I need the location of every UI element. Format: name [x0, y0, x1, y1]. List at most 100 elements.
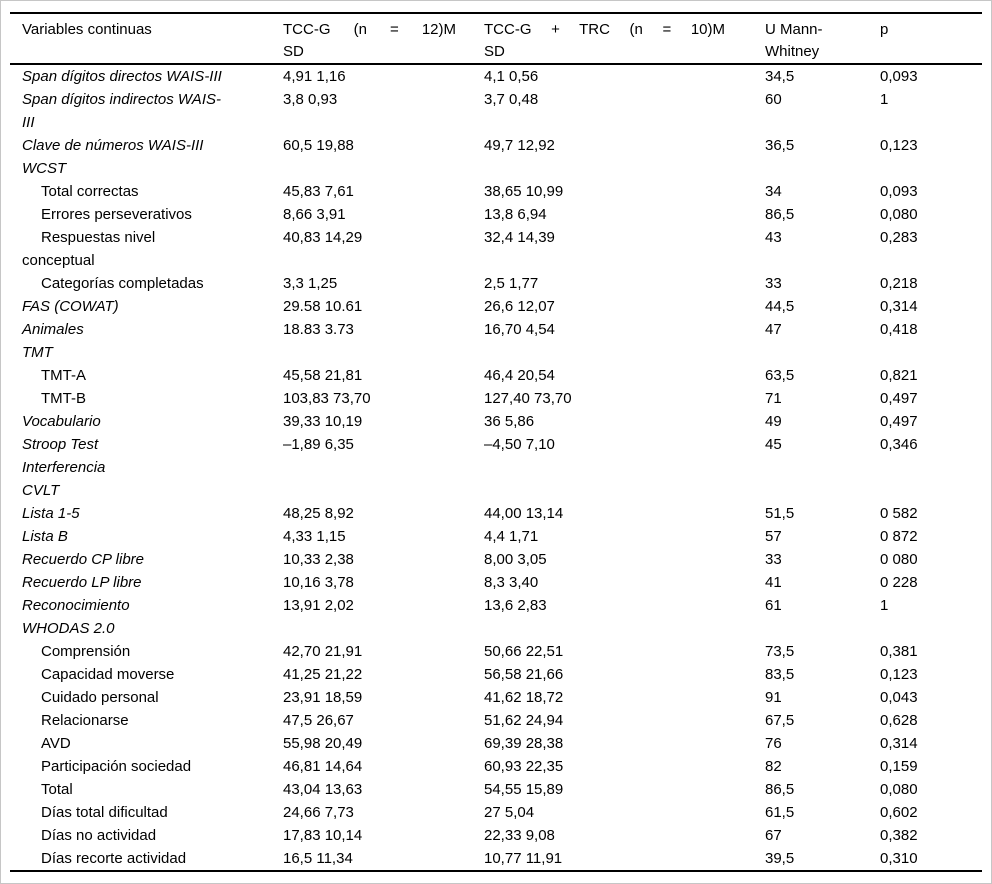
p-value: 0,821	[880, 367, 918, 384]
p-value: 0,346	[880, 436, 918, 453]
column-header-tccg-line1: TCC-G (n = 12)M	[283, 21, 456, 38]
table-row: Participación sociedad 46,81 14,64 60,93…	[10, 755, 982, 778]
variable-label: Vocabulario	[22, 413, 101, 430]
u-mann-whitney-value: 33	[765, 275, 782, 292]
u-mann-whitney-value: 91	[765, 689, 782, 706]
variable-label-cell: Total	[10, 778, 283, 801]
table-row: Días no actividad 17,83 10,14 22,33 9,08…	[10, 824, 982, 847]
variable-label-cell: Capacidad moverse	[10, 663, 283, 686]
tccg-mean-sd: 39,33 10,19	[283, 413, 363, 430]
tccg-mean-sd: 3,3 1,25	[283, 275, 338, 292]
tccg-mean-sd	[283, 479, 484, 502]
u-mann-whitney-value	[765, 341, 880, 364]
tccg-mean-sd: 16,5 11,34	[283, 850, 353, 867]
tccg-trc-mean-sd: 50,66 22,51	[484, 643, 564, 660]
column-header-tccg-line2: SD	[283, 43, 304, 60]
tccg-trc-mean-sd: 41,62 18,72	[484, 689, 564, 706]
column-header-tccg-trc: TCC-G + TRC (n = 10)M SD	[484, 13, 765, 65]
tccg-mean-sd: 4,33 1,15	[283, 528, 346, 545]
variable-label: WHODAS 2.0	[22, 620, 115, 637]
p-value: 0,093	[880, 183, 918, 200]
tccg-mean-sd: 10,33 2,38	[283, 551, 354, 568]
variable-label-cell: Días no actividad	[10, 824, 283, 847]
u-mann-whitney-value: 76	[765, 735, 782, 752]
variable-label-cell: Reconocimiento	[10, 594, 283, 617]
variable-label: Cuidado personal	[41, 689, 159, 706]
tccg-mean-sd: 17,83 10,14	[283, 827, 363, 844]
u-mann-whitney-value: 45	[765, 436, 782, 453]
variable-label-cell: Días recorte actividad	[10, 847, 283, 871]
tccg-trc-mean-sd: 69,39 28,38	[484, 735, 564, 752]
tccg-trc-mean-sd	[484, 617, 765, 640]
p-value: 0,080	[880, 206, 918, 223]
variable-label-cell: TMT-B	[10, 387, 283, 410]
p-value: 0,382	[880, 827, 918, 844]
tccg-mean-sd: 45,58 21,81	[283, 367, 363, 384]
tccg-trc-mean-sd: 10,77 11,91	[484, 850, 563, 867]
results-table: Variables continuas TCC-G (n = 12)M SD T…	[10, 12, 982, 872]
table-header-row: Variables continuas TCC-G (n = 12)M SD T…	[10, 13, 982, 65]
variable-label: Comprensión	[41, 643, 131, 660]
u-mann-whitney-value: 61	[765, 597, 782, 614]
p-value: 0,602	[880, 804, 918, 821]
column-header-variables: Variables continuas	[10, 13, 283, 65]
variable-label: AVD	[41, 735, 71, 752]
table-row: Recuerdo LP libre 10,16 3,78 8,3 3,40 41…	[10, 571, 982, 594]
u-mann-whitney-value: 86,5	[765, 206, 795, 223]
variable-label: Lista 1-5	[22, 505, 80, 522]
u-mann-whitney-value	[765, 157, 880, 180]
variable-label: Respuestas nivel conceptual	[22, 229, 156, 269]
p-value: 0,497	[880, 413, 918, 430]
variable-label-cell: Recuerdo CP libre	[10, 548, 283, 571]
p-value: 0 228	[880, 574, 918, 591]
tccg-trc-mean-sd	[484, 479, 765, 502]
tccg-mean-sd: 60,5 19,88	[283, 137, 354, 154]
table-row: Días total dificultad 24,66 7,73 27 5,04…	[10, 801, 982, 824]
variable-label: TMT	[22, 344, 53, 361]
tccg-trc-mean-sd: 13,6 2,83	[484, 597, 547, 614]
p-value: 1	[880, 91, 889, 108]
variable-label: Capacidad moverse	[41, 666, 175, 683]
u-mann-whitney-value: 86,5	[765, 781, 795, 798]
table-row: Lista B 4,33 1,15 4,4 1,71 57 0 872	[10, 525, 982, 548]
variable-label: CVLT	[22, 482, 60, 499]
variable-label: Días recorte actividad	[41, 850, 187, 867]
u-mann-whitney-value: 67,5	[765, 712, 795, 729]
p-value: 0,043	[880, 689, 918, 706]
table-row: Días recorte actividad 16,5 11,34 10,77 …	[10, 847, 982, 871]
p-value: 0,159	[880, 758, 918, 775]
u-mann-whitney-value: 60	[765, 91, 782, 108]
variable-label: Stroop Test	[22, 436, 99, 453]
variable-label-cell: Lista B	[10, 525, 283, 548]
u-mann-whitney-value: 82	[765, 758, 782, 775]
tccg-mean-sd: 3,8 0,93	[283, 91, 338, 108]
tccg-mean-sd: 13,91 2,02	[283, 597, 354, 614]
variable-label: Span dígitos directos WAIS-III	[22, 68, 222, 85]
tccg-trc-mean-sd: 4,1 0,56	[484, 68, 539, 85]
tccg-trc-mean-sd: 32,4 14,39	[484, 229, 555, 246]
tccg-trc-mean-sd: 38,65 10,99	[484, 183, 564, 200]
p-value: 0,628	[880, 712, 918, 729]
tccg-trc-mean-sd: 27 5,04	[484, 804, 535, 821]
variable-label-cell: WCST	[10, 157, 283, 180]
tccg-mean-sd: 8,66 3,91	[283, 206, 346, 223]
u-mann-whitney-value	[765, 456, 880, 479]
u-mann-whitney-value	[765, 617, 880, 640]
p-value: 0,093	[880, 68, 918, 85]
tccg-mean-sd: 18.83 3.73	[283, 321, 354, 338]
tccg-mean-sd: 10,16 3,78	[283, 574, 354, 591]
tccg-mean-sd: 40,83 14,29	[283, 229, 363, 246]
table-row: Lista 1-5 48,25 8,92 44,00 13,14 51,5 0 …	[10, 502, 982, 525]
variable-label: Interferencia	[22, 459, 106, 476]
tccg-trc-mean-sd: 26,6 12,07	[484, 298, 555, 315]
u-mann-whitney-value: 51,5	[765, 505, 795, 522]
table-row: TMT	[10, 341, 982, 364]
variable-label: TMT-A	[41, 367, 86, 384]
variable-label-cell: Cuidado personal	[10, 686, 283, 709]
variable-label: TMT-B	[41, 390, 86, 407]
variable-label: Días total dificultad	[41, 804, 168, 821]
variable-label-cell: Span dígitos indirectos WAIS- III	[10, 88, 283, 134]
p-value: 0,314	[880, 735, 918, 752]
variable-label-cell: Relacionarse	[10, 709, 283, 732]
variable-label: Span dígitos indirectos WAIS- III	[22, 91, 221, 131]
